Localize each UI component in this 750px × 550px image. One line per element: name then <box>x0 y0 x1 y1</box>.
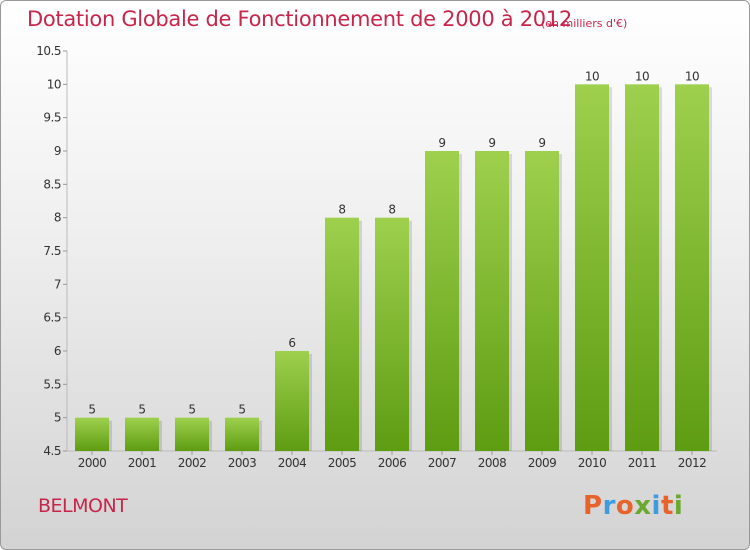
bar <box>125 417 159 451</box>
bar <box>475 151 509 451</box>
logo-letter: o <box>615 491 635 521</box>
bar-value-label: 5 <box>138 403 145 417</box>
bar-value-label: 9 <box>538 136 545 150</box>
logo-letter: i <box>651 491 661 521</box>
x-tick-label: 2007 <box>428 456 457 470</box>
y-tick-label: 5.5 <box>43 377 61 391</box>
x-tick-label: 2011 <box>628 456 657 470</box>
commune-name: BELMONT <box>38 495 128 517</box>
y-tick-label: 9.5 <box>43 111 61 125</box>
bar-value-label: 6 <box>288 336 295 350</box>
y-tick-label: 7 <box>54 277 61 291</box>
x-tick-label: 2004 <box>278 456 307 470</box>
x-tick-label: 2001 <box>128 456 157 470</box>
x-tick-label: 2009 <box>528 456 557 470</box>
logo-letter: t <box>660 491 674 521</box>
bar <box>225 417 259 451</box>
x-tick-label: 2002 <box>178 456 207 470</box>
bar <box>575 84 609 451</box>
y-tick-label: 6.5 <box>43 311 61 325</box>
bar <box>75 417 109 451</box>
x-tick-label: 2003 <box>228 456 257 470</box>
x-tick-label: 2006 <box>378 456 407 470</box>
bar-value-label: 8 <box>388 203 395 217</box>
proxiti-logo: Proxiti <box>583 491 683 521</box>
bar-value-label: 10 <box>685 69 699 83</box>
bar <box>325 217 359 451</box>
bar-value-label: 10 <box>585 69 599 83</box>
y-tick-label: 5 <box>54 411 61 425</box>
chart-bars <box>75 84 712 451</box>
bar-value-label: 9 <box>488 136 495 150</box>
x-tick-label: 2000 <box>78 456 107 470</box>
bar-value-label: 9 <box>438 136 445 150</box>
y-tick-label: 9 <box>54 144 61 158</box>
y-tick-label: 8 <box>54 211 61 225</box>
bar-value-label: 10 <box>635 69 649 83</box>
x-tick-label: 2012 <box>678 456 707 470</box>
bar-value-label: 5 <box>238 403 245 417</box>
bar-value-label: 5 <box>88 403 95 417</box>
y-tick-label: 10.5 <box>36 44 61 58</box>
y-tick-label: 10 <box>47 77 61 91</box>
y-tick-label: 4.5 <box>43 444 61 458</box>
logo-letter: x <box>634 491 652 521</box>
bar <box>425 151 459 451</box>
chart-unit: (en milliers d'€) <box>541 17 628 30</box>
logo-letter: i <box>673 491 684 521</box>
bar-value-label: 5 <box>188 403 195 417</box>
x-tick-label: 2010 <box>578 456 607 470</box>
chart-labels: 5 2000 5 2001 5 2002 5 2003 6 2004 8 2005 8 2006 9 2007… <box>78 69 707 470</box>
logo-letter: P <box>583 491 603 521</box>
x-tick-label: 2008 <box>478 456 507 470</box>
chart-title: Dotation Globale de Fonctionnement de 20… <box>27 7 572 31</box>
bar <box>375 217 409 451</box>
y-tick-label: 6 <box>54 344 61 358</box>
y-tick-label: 8.5 <box>43 177 61 191</box>
x-tick-label: 2005 <box>328 456 357 470</box>
bar <box>175 417 209 451</box>
bar-value-label: 8 <box>338 203 345 217</box>
y-tick-label: 7.5 <box>43 244 61 258</box>
bar <box>525 151 559 451</box>
bar <box>625 84 659 451</box>
bar <box>275 351 309 451</box>
logo-letter: r <box>602 491 616 521</box>
bar <box>675 84 709 451</box>
